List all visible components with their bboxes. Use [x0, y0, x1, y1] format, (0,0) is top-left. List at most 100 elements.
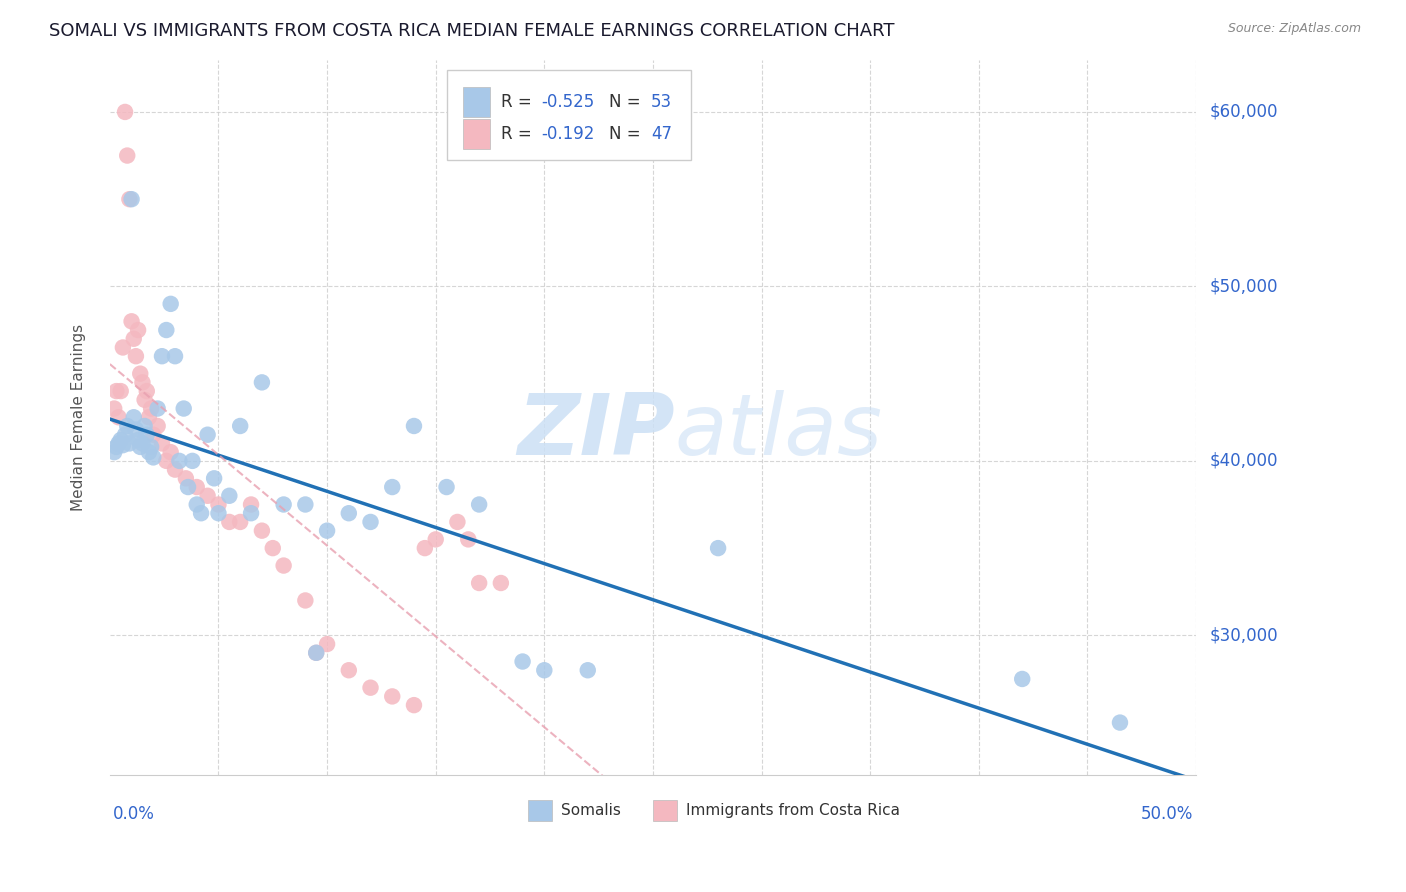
Point — [177, 480, 200, 494]
Point — [273, 558, 295, 573]
Point — [402, 698, 425, 713]
Text: SOMALI VS IMMIGRANTS FROM COSTA RICA MEDIAN FEMALE EARNINGS CORRELATION CHART: SOMALI VS IMMIGRANTS FROM COSTA RICA MED… — [49, 22, 894, 40]
Point — [110, 433, 132, 447]
Point — [121, 192, 143, 206]
Point — [159, 445, 181, 459]
Text: R =: R = — [501, 93, 537, 111]
Point — [457, 533, 479, 547]
Point — [240, 498, 263, 512]
Point — [146, 419, 169, 434]
Point — [468, 576, 491, 591]
Point — [103, 401, 125, 416]
Point — [305, 646, 328, 660]
Point — [115, 148, 138, 162]
Point — [142, 427, 165, 442]
Point — [316, 637, 339, 651]
Point — [1109, 715, 1132, 730]
Text: 47: 47 — [651, 125, 672, 143]
Point — [446, 515, 468, 529]
Point — [139, 401, 162, 416]
Point — [118, 436, 141, 450]
Point — [146, 401, 169, 416]
Point — [169, 454, 191, 468]
Point — [118, 192, 141, 206]
Text: $50,000: $50,000 — [1211, 277, 1278, 295]
Point — [533, 663, 555, 677]
Point — [337, 506, 360, 520]
Point — [190, 506, 212, 520]
Text: ZIP: ZIP — [517, 390, 675, 473]
Text: Immigrants from Costa Rica: Immigrants from Costa Rica — [686, 803, 900, 818]
Point — [207, 506, 229, 520]
Point — [150, 436, 173, 450]
Point — [425, 533, 447, 547]
Point — [468, 498, 491, 512]
Point — [122, 410, 145, 425]
Point — [159, 297, 181, 311]
Point — [489, 576, 512, 591]
Point — [129, 367, 152, 381]
Point — [202, 471, 225, 485]
Point — [250, 524, 273, 538]
Point — [110, 384, 132, 398]
Point — [163, 349, 186, 363]
Point — [305, 646, 328, 660]
Point — [103, 445, 125, 459]
Point — [436, 480, 458, 494]
Point — [218, 515, 240, 529]
Point — [125, 349, 148, 363]
Bar — [463, 87, 491, 117]
Point — [163, 462, 186, 476]
Point — [273, 498, 295, 512]
Point — [512, 655, 534, 669]
Point — [381, 690, 404, 704]
Point — [155, 323, 177, 337]
Point — [174, 471, 197, 485]
Point — [229, 515, 252, 529]
Text: 50.0%: 50.0% — [1140, 805, 1194, 823]
Text: Somalis: Somalis — [561, 803, 620, 818]
Point — [360, 681, 382, 695]
Point — [240, 506, 263, 520]
Text: -0.525: -0.525 — [541, 93, 595, 111]
Point — [218, 489, 240, 503]
Point — [105, 384, 128, 398]
Point — [142, 450, 165, 465]
Point — [250, 376, 273, 390]
Text: $40,000: $40,000 — [1211, 452, 1278, 470]
Point — [122, 332, 145, 346]
Point — [186, 498, 208, 512]
Point — [115, 419, 138, 434]
Point — [111, 438, 134, 452]
Point — [134, 392, 156, 407]
Point — [707, 541, 730, 555]
Point — [413, 541, 436, 555]
Text: $60,000: $60,000 — [1211, 103, 1278, 121]
Point — [1011, 672, 1033, 686]
Point — [105, 440, 128, 454]
Point — [360, 515, 382, 529]
Text: atlas: atlas — [675, 390, 883, 473]
Text: 53: 53 — [651, 93, 672, 111]
Point — [107, 410, 129, 425]
Point — [131, 436, 153, 450]
Point — [114, 427, 136, 442]
Point — [576, 663, 599, 677]
Text: $30,000: $30,000 — [1211, 626, 1278, 644]
Point — [114, 104, 136, 119]
Point — [135, 427, 157, 442]
Point — [107, 436, 129, 450]
Point — [186, 480, 208, 494]
Point — [135, 384, 157, 398]
Point — [207, 498, 229, 512]
Point — [150, 349, 173, 363]
Point — [316, 524, 339, 538]
Point — [229, 419, 252, 434]
Point — [125, 422, 148, 436]
Point — [138, 445, 160, 459]
Point — [181, 454, 204, 468]
Point — [402, 419, 425, 434]
Text: 0.0%: 0.0% — [112, 805, 155, 823]
Point — [197, 489, 219, 503]
Point — [262, 541, 284, 555]
